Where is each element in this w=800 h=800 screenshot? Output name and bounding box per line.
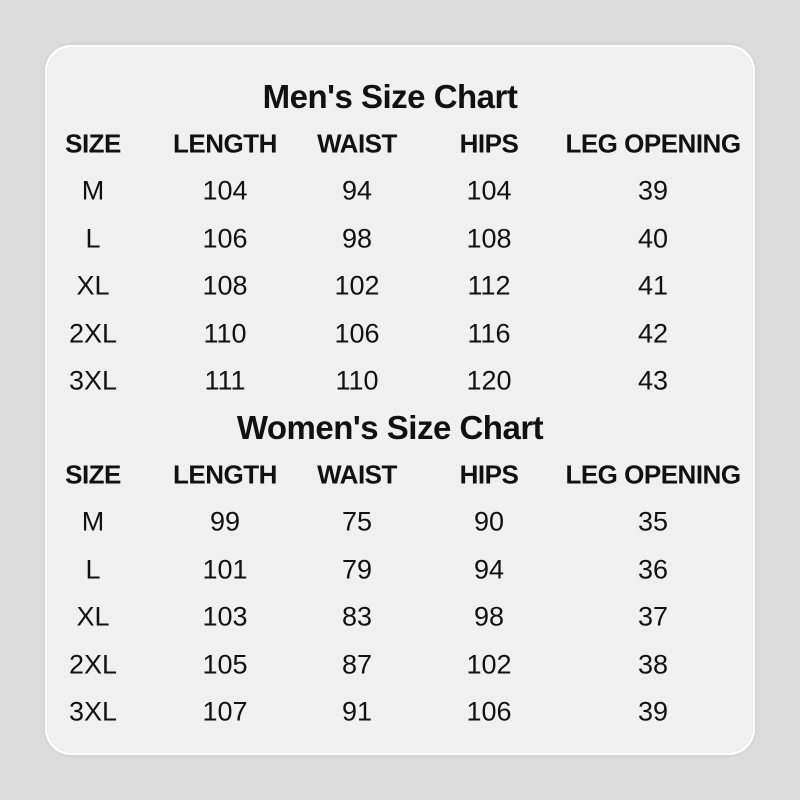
column-header: SIZE (65, 128, 121, 159)
table-cell: XL (76, 270, 110, 301)
table-cell: 105 (202, 649, 248, 679)
mens-size-chart-title: Men's Size Chart (262, 78, 518, 115)
table-cell: 39 (637, 696, 669, 727)
table-cell: 112 (467, 270, 511, 301)
table-cell: 91 (341, 696, 373, 727)
column-header: HIPS (459, 128, 519, 159)
table-cell: 99 (209, 506, 241, 537)
table-cell: 43 (637, 365, 669, 396)
table-cell: 2XL (68, 318, 118, 348)
column-header: WAIST (317, 128, 397, 159)
table-cell: 2XL (68, 649, 118, 679)
column-header: HIPS (459, 459, 519, 490)
table-cell: 103 (202, 601, 248, 632)
table-cell: 94 (473, 554, 505, 584)
table-cell: 42 (637, 318, 669, 348)
table-cell: 37 (637, 601, 669, 632)
table-cell: 102 (466, 649, 512, 679)
table-cell: L (85, 223, 101, 253)
table-cell: 101 (202, 554, 248, 584)
table-cell: 108 (466, 223, 512, 253)
table-cell: 39 (637, 175, 669, 206)
table-cell: 107 (202, 696, 248, 727)
table-cell: 36 (637, 554, 669, 584)
table-cell: 108 (202, 270, 248, 301)
table-cell: 41 (637, 270, 669, 301)
table-cell: 83 (341, 601, 373, 632)
table-cell: 3XL (68, 365, 118, 396)
table-cell: 87 (341, 649, 373, 679)
table-cell: 35 (637, 506, 669, 537)
table-cell: 98 (341, 223, 373, 253)
table-cell: 38 (637, 649, 669, 679)
table-cell: 110 (335, 365, 379, 396)
table-cell: 90 (473, 506, 505, 537)
table-cell: 40 (637, 223, 669, 253)
column-header: LENGTH (173, 459, 277, 490)
column-header: WAIST (317, 459, 397, 490)
table-cell: 106 (334, 318, 380, 348)
table-cell: L (85, 554, 101, 584)
size-chart-card (45, 45, 755, 755)
column-header: LEG OPENING (565, 128, 741, 159)
table-cell: 120 (466, 365, 512, 396)
table-cell: XL (76, 601, 110, 632)
column-header: SIZE (65, 459, 121, 490)
table-cell: 79 (341, 554, 373, 584)
column-header: LENGTH (173, 128, 277, 159)
table-cell: 104 (202, 175, 248, 206)
table-cell: 116 (467, 318, 511, 348)
table-cell: 3XL (68, 696, 118, 727)
table-cell: 106 (466, 696, 512, 727)
table-cell: 110 (203, 318, 247, 348)
table-cell: 106 (202, 223, 248, 253)
table-cell: M (81, 506, 105, 537)
table-cell: 75 (341, 506, 373, 537)
table-cell: 111 (204, 365, 246, 396)
table-cell: M (81, 175, 105, 206)
table-cell: 94 (341, 175, 373, 206)
column-header: LEG OPENING (565, 459, 741, 490)
womens-size-chart-title: Women's Size Chart (236, 409, 544, 446)
table-cell: 98 (473, 601, 505, 632)
table-cell: 102 (334, 270, 380, 301)
table-cell: 104 (466, 175, 512, 206)
